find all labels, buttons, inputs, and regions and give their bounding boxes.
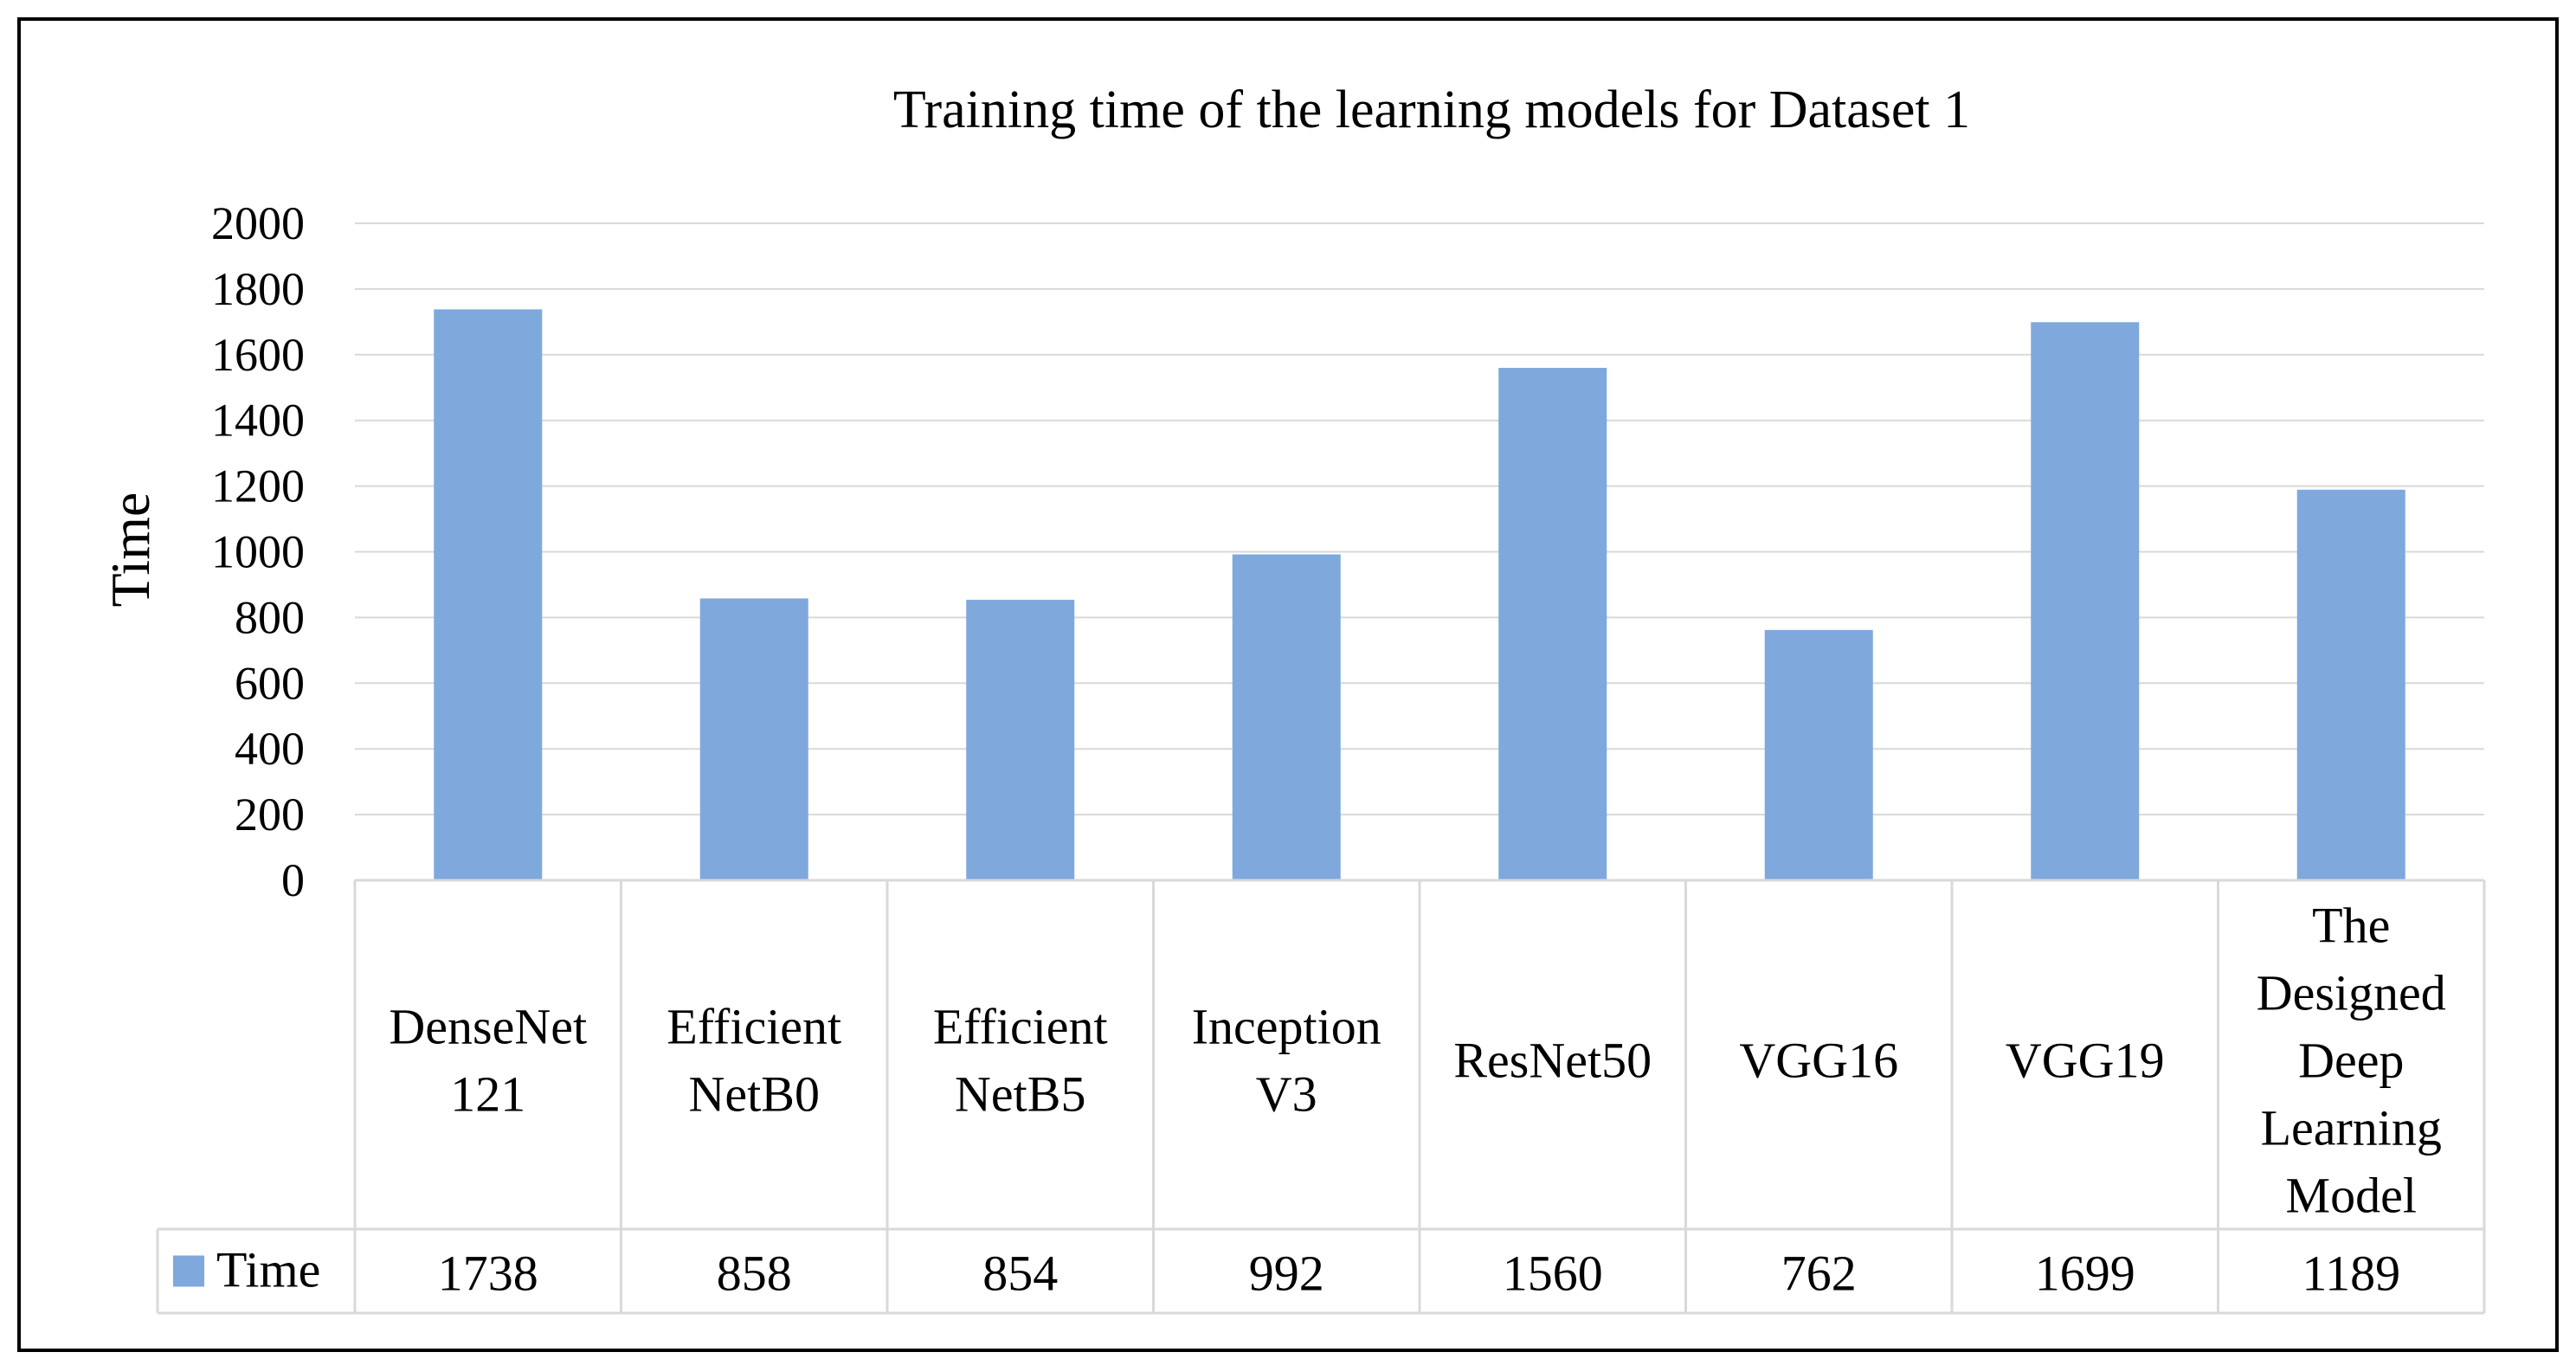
bar — [1232, 554, 1341, 880]
gridlines — [355, 222, 2484, 816]
legend-swatch — [173, 1255, 204, 1287]
bars — [434, 309, 2405, 881]
x-category-label: Efficient NetB0 — [667, 999, 841, 1123]
y-axis-title: Time — [100, 493, 161, 608]
chart-title: Training time of the learning models for… — [893, 80, 1970, 139]
data-table: DenseNet 121 Efficient NetB0 Efficient NetB5 I… — [156, 879, 2486, 1315]
bar — [2031, 322, 2140, 880]
data-value-label: 762 — [1781, 1246, 1857, 1302]
x-category-label: The Designed Deep Learning Model — [2257, 898, 2446, 1224]
y-tick-label: 600 — [235, 657, 305, 709]
x-category-label: Inception V3 — [1192, 999, 1381, 1123]
data-value-label: 1738 — [438, 1246, 538, 1302]
bar — [1498, 367, 1607, 881]
bar — [699, 598, 808, 880]
data-value-label: 1560 — [1503, 1246, 1603, 1302]
bar — [1764, 629, 1873, 880]
data-value-label: 858 — [717, 1246, 792, 1302]
bar — [434, 309, 543, 881]
y-tick-label: 800 — [235, 591, 305, 643]
x-category-label: DenseNet 121 — [389, 999, 587, 1123]
y-tick-label: 1400 — [211, 395, 305, 447]
y-tick-label: 200 — [235, 789, 305, 840]
legend-series-name: Time — [216, 1242, 320, 1298]
y-tick-label: 2000 — [211, 197, 305, 249]
bar — [2296, 489, 2405, 880]
x-category-label: VGG16 — [1739, 1033, 1898, 1089]
y-tick-label: 1800 — [211, 263, 305, 315]
chart-border — [17, 17, 2559, 1352]
y-tick-label: 1600 — [211, 329, 305, 381]
x-category-label: ResNet50 — [1453, 1033, 1652, 1089]
data-value-label: 854 — [982, 1246, 1058, 1302]
data-value-label: 1189 — [2302, 1246, 2400, 1302]
data-value-label: 1699 — [2035, 1246, 2135, 1302]
bar — [966, 599, 1075, 880]
x-category-label: Efficient NetB5 — [933, 999, 1108, 1123]
y-tick-label: 400 — [235, 723, 305, 775]
data-value-label: 992 — [1249, 1246, 1324, 1302]
y-tick-label: 0 — [281, 854, 305, 906]
y-tick-label: 1000 — [211, 526, 305, 578]
y-tick-label: 1200 — [211, 460, 305, 512]
x-category-label: VGG19 — [2006, 1033, 2165, 1089]
y-axis-tick-labels: 0 200 400 600 800 1000 1200 1400 1600 1800 2000 — [211, 197, 305, 906]
